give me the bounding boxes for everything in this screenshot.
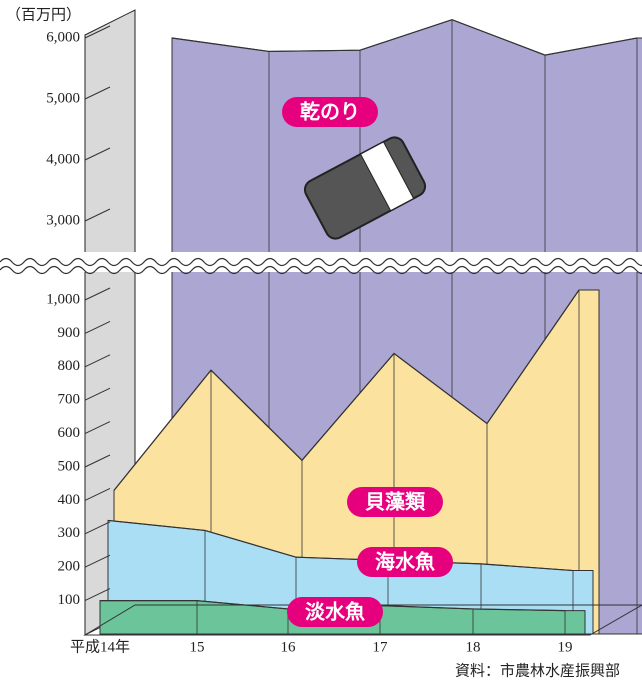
y-tick-label: 3,000 bbox=[46, 212, 80, 228]
y-tick-label: 100 bbox=[58, 592, 81, 608]
area-line bbox=[171, 19, 638, 56]
area-line bbox=[113, 289, 580, 491]
x-tick-label: 17 bbox=[373, 639, 389, 655]
break-gap bbox=[0, 252, 642, 272]
tick-mark bbox=[84, 387, 111, 401]
tick-mark bbox=[84, 588, 111, 602]
tick-mark bbox=[84, 86, 111, 100]
tick-mark bbox=[84, 521, 111, 535]
series-label-bg bbox=[357, 547, 453, 577]
tick-mark bbox=[84, 487, 111, 501]
tick-mark bbox=[84, 208, 111, 222]
series-label-text: 乾のり bbox=[300, 100, 360, 124]
tick-mark bbox=[84, 320, 111, 334]
unit-label: （百万円） bbox=[6, 6, 81, 23]
tick-mark bbox=[84, 354, 111, 368]
series-label-text: 貝藻類 bbox=[365, 490, 426, 514]
x-tick-label: 平成14年 bbox=[70, 638, 130, 655]
tick-mark bbox=[84, 421, 111, 435]
series-label: 淡水魚 bbox=[287, 597, 383, 627]
tick-mark bbox=[84, 287, 111, 301]
floor bbox=[83, 604, 642, 636]
tick-mark bbox=[84, 554, 111, 568]
series-label: 乾のり bbox=[282, 97, 378, 127]
x-tick-label: 19 bbox=[558, 639, 573, 655]
series-label-text: 淡水魚 bbox=[305, 600, 365, 624]
y-tick-label: 4,000 bbox=[46, 151, 80, 167]
axis-break bbox=[0, 257, 642, 267]
series-label: 貝藻類 bbox=[347, 487, 443, 517]
y-tick-label: 300 bbox=[58, 525, 81, 541]
x-tick-label: 16 bbox=[281, 639, 297, 655]
y-tick-label: 400 bbox=[58, 492, 81, 508]
y-tick-label: 1,000 bbox=[46, 291, 80, 307]
tick-mark bbox=[84, 25, 111, 39]
nori-illustration bbox=[303, 136, 427, 240]
tick-mark bbox=[84, 147, 111, 161]
series-label-bg bbox=[347, 487, 443, 517]
area-line bbox=[107, 519, 574, 572]
series-label: 海水魚 bbox=[357, 547, 453, 577]
y-tick-label: 800 bbox=[58, 358, 81, 374]
plot: 100 200 300 400 500 600 700 800 900 1,000 3,000 4,0… bbox=[0, 19, 642, 655]
y-tick-label: 600 bbox=[58, 425, 81, 441]
series-label-text: 海水魚 bbox=[375, 550, 435, 574]
y-tick-label: 6,000 bbox=[46, 29, 80, 45]
series-label-bg bbox=[282, 97, 378, 127]
y-tick-label: 5,000 bbox=[46, 90, 80, 106]
nori-band bbox=[359, 141, 415, 212]
y-tick-label: 900 bbox=[58, 325, 81, 341]
axis-break bbox=[0, 265, 642, 275]
source-note: 資料：市農林水産振興部 bbox=[455, 662, 620, 679]
x-tick-label: 15 bbox=[190, 639, 205, 655]
y-tick-label: 200 bbox=[58, 559, 81, 575]
y-tick-label: 700 bbox=[58, 392, 81, 408]
series-label-bg bbox=[287, 597, 383, 627]
tick-mark bbox=[84, 454, 111, 468]
y-tick-label: 500 bbox=[58, 458, 81, 474]
x-tick-label: 18 bbox=[466, 639, 481, 655]
